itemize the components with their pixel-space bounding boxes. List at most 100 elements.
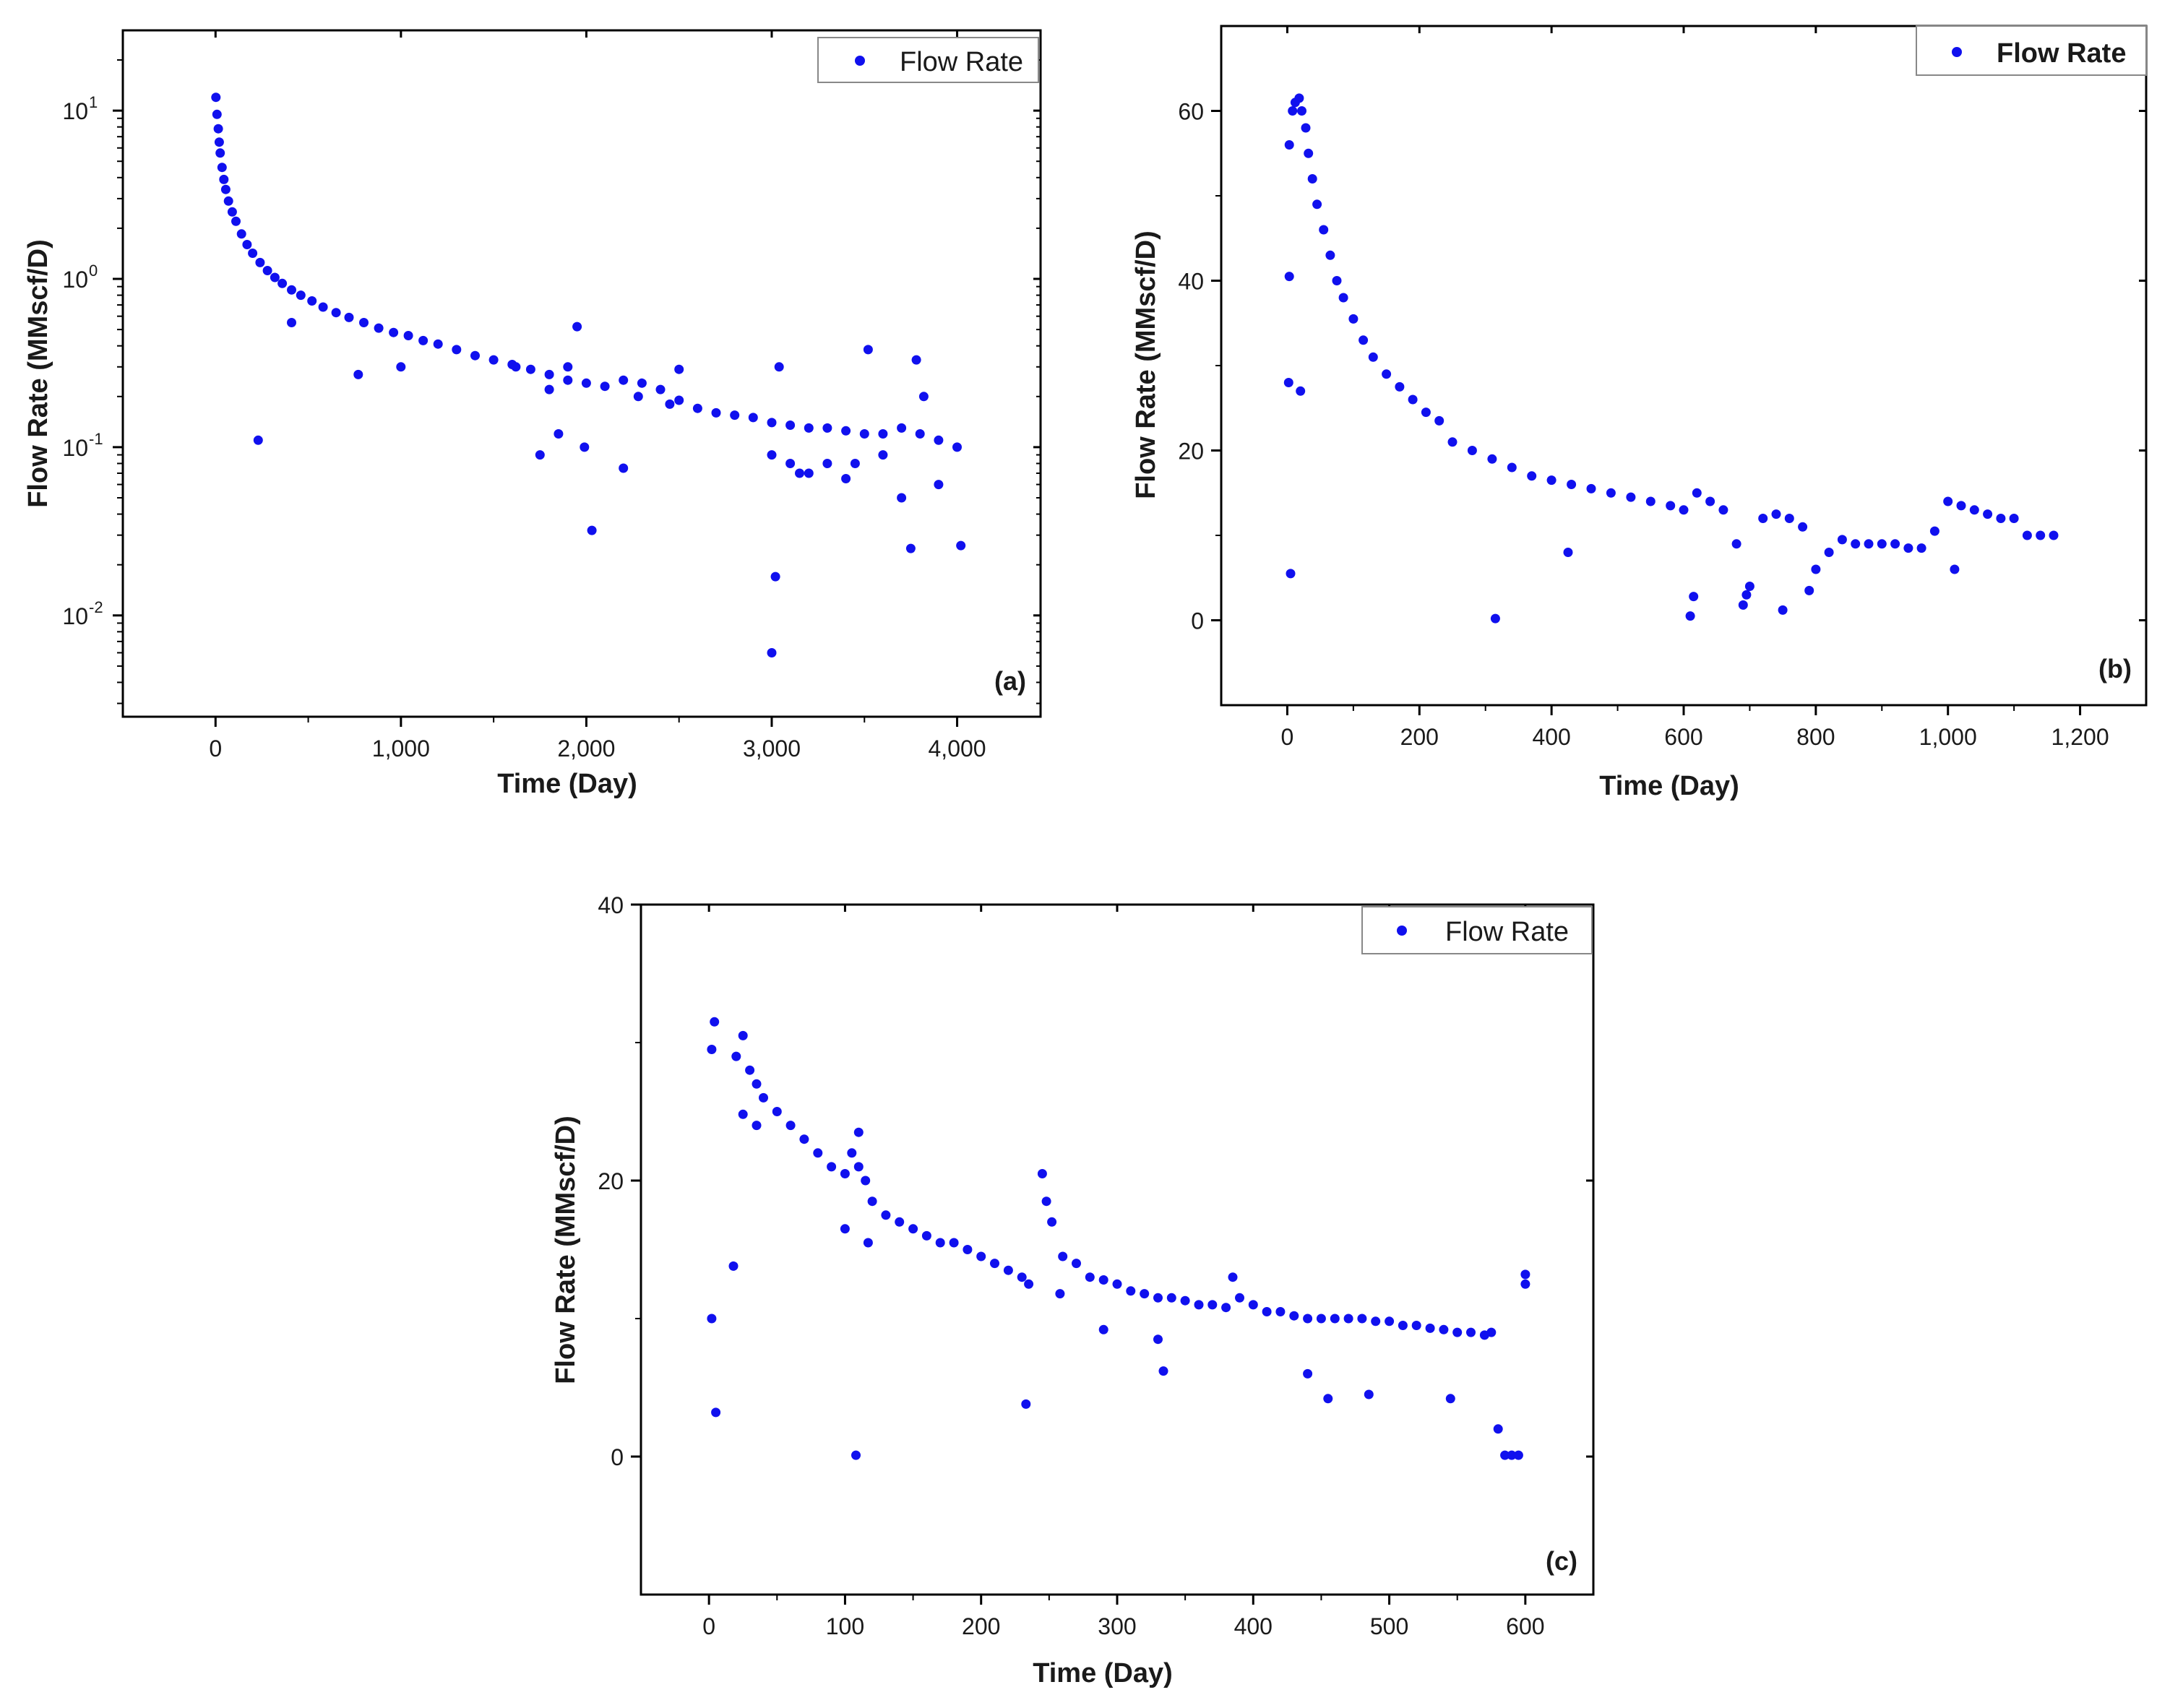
plot-frame-c [640, 903, 1595, 1596]
data-point [1047, 1217, 1057, 1227]
data-point [1058, 1251, 1068, 1261]
data-point [1207, 1300, 1218, 1310]
data-point [934, 435, 944, 445]
data-point [730, 410, 740, 420]
data-point [1421, 407, 1431, 418]
data-point [470, 350, 480, 361]
legend-a: Flow Rate [817, 37, 1039, 83]
data-point [1325, 250, 1335, 260]
data-point [840, 1169, 850, 1178]
data-point [1758, 514, 1768, 523]
data-point [1330, 1314, 1340, 1324]
data-point [307, 296, 317, 306]
data-point [1741, 590, 1752, 600]
data-point [767, 648, 777, 657]
data-point [770, 572, 780, 582]
data-point [863, 1238, 873, 1248]
data-point [389, 327, 399, 337]
data-point [619, 375, 629, 385]
data-point [1304, 148, 1314, 158]
data-point [1307, 174, 1317, 184]
x-axis-title-c: Time (Day) [1033, 1658, 1173, 1688]
data-point [785, 459, 796, 468]
data-point [1837, 535, 1847, 545]
x-tick-label: 400 [1234, 1613, 1273, 1639]
data-point [270, 272, 280, 282]
data-point [1098, 1324, 1108, 1334]
y-tick-label: 10 [62, 267, 88, 293]
data-point [1513, 1450, 1523, 1460]
data-point [1466, 1327, 1476, 1337]
data-point [1126, 1286, 1136, 1296]
data-point [949, 1238, 959, 1248]
data-point [799, 1134, 809, 1144]
data-point [795, 468, 804, 478]
data-point [353, 369, 363, 379]
data-point [359, 318, 369, 327]
data-point [287, 285, 296, 295]
data-point [248, 249, 258, 258]
data-point [231, 216, 241, 226]
data-point [2036, 530, 2046, 540]
data-point [1784, 514, 1794, 523]
data-point [1332, 276, 1342, 285]
data-point [1731, 539, 1741, 549]
legend-marker-c [1397, 926, 1407, 936]
data-point [1685, 611, 1695, 621]
y-tick-exponent: 0 [89, 262, 98, 280]
data-point [674, 364, 684, 374]
x-tick-label: 0 [1281, 724, 1294, 750]
data-point [287, 318, 296, 327]
data-point [710, 1017, 720, 1027]
data-point [236, 229, 246, 239]
data-point [1500, 1450, 1510, 1460]
data-point [711, 1407, 721, 1418]
data-point [1408, 394, 1418, 405]
data-point [2009, 514, 2019, 523]
x-tick-label: 4,000 [929, 736, 986, 762]
data-point [318, 302, 328, 312]
data-point [921, 1230, 931, 1241]
data-point [1248, 1300, 1258, 1310]
data-point [905, 543, 916, 553]
data-point [738, 1109, 748, 1119]
data-point [1221, 1303, 1231, 1313]
y-tick-exponent: 1 [89, 93, 98, 111]
y-axis-title-b: Flow Rate (MMscf/D) [1131, 230, 1161, 499]
data-point [692, 403, 702, 413]
data-point [707, 1314, 717, 1324]
data-point [731, 1051, 741, 1061]
data-point [711, 407, 721, 418]
data-point [990, 1259, 999, 1269]
data-point [707, 1045, 717, 1054]
data-point [1666, 501, 1676, 511]
data-point [1371, 1316, 1381, 1327]
data-point [1323, 1394, 1333, 1404]
data-point [572, 322, 582, 332]
data-point [1153, 1293, 1163, 1303]
data-point [822, 459, 832, 468]
data-point [1021, 1399, 1031, 1409]
data-point [1364, 1389, 1374, 1399]
data-point [827, 1162, 837, 1172]
data-point [822, 423, 832, 433]
data-point [881, 1210, 891, 1220]
data-point [1493, 1424, 1503, 1434]
data-point [851, 1450, 861, 1460]
data-point [619, 463, 629, 473]
data-point [1679, 505, 1689, 515]
data-point [633, 392, 643, 402]
data-point [433, 339, 443, 349]
data-point [1744, 582, 1754, 591]
data-point [878, 429, 888, 439]
data-point [1235, 1293, 1244, 1303]
data-point [535, 450, 545, 460]
x-tick-label: 200 [962, 1613, 1000, 1639]
data-point [213, 124, 223, 134]
scatter-marks-b [1283, 93, 2059, 624]
x-ticks-c: 0 100 200 300 400 500 600 [702, 905, 1545, 1639]
data-point [1303, 1314, 1313, 1324]
data-point [1943, 496, 1953, 506]
